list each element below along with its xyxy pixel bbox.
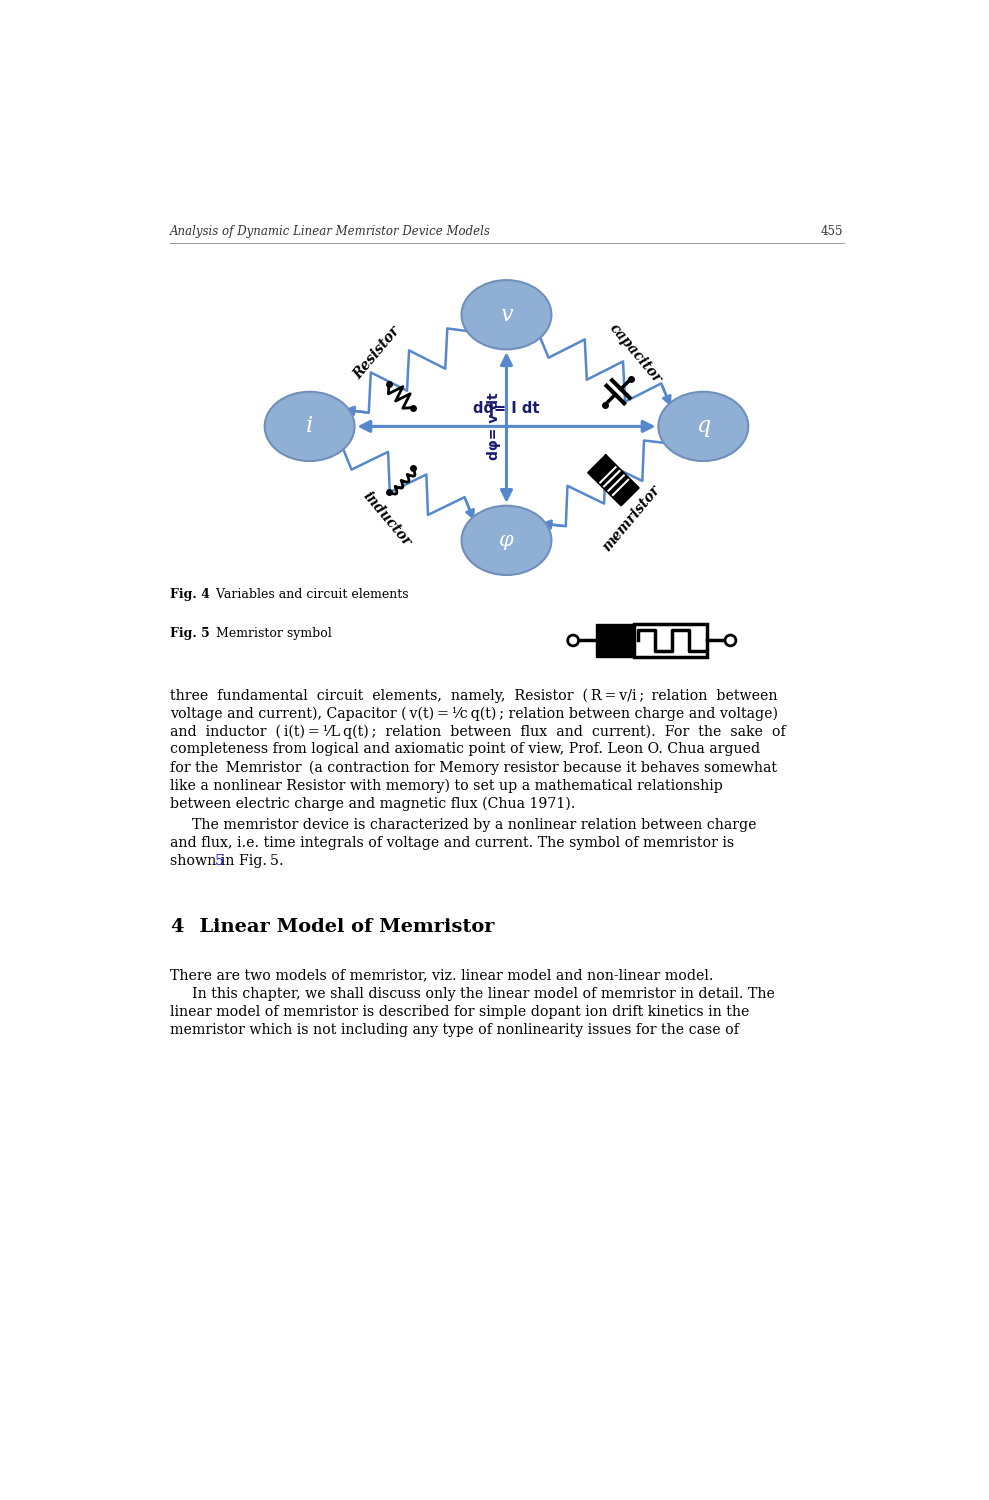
- Text: φ: φ: [499, 531, 514, 550]
- Text: and flux, i.e. time integrals of voltage and current. The symbol of memristor is: and flux, i.e. time integrals of voltage…: [170, 836, 734, 850]
- Bar: [634, 624, 707, 657]
- Text: memristor: memristor: [599, 483, 663, 555]
- Ellipse shape: [462, 280, 552, 350]
- Text: Fig. 4: Fig. 4: [170, 588, 210, 602]
- Ellipse shape: [265, 392, 355, 460]
- Circle shape: [725, 634, 736, 646]
- Text: 455: 455: [821, 225, 844, 237]
- Text: dq= I dt: dq= I dt: [473, 402, 540, 417]
- Text: and  inductor  ( i(t) = ¹⁄⁣L q(t) ;  relation  between  flux  and  current).  Fo: and inductor ( i(t) = ¹⁄⁣L q(t) ; relati…: [170, 724, 786, 740]
- Text: Analysis of Dynamic Linear Memristor Device Models: Analysis of Dynamic Linear Memristor Dev…: [170, 225, 491, 237]
- Text: Memristor symbol: Memristor symbol: [208, 627, 332, 639]
- Ellipse shape: [462, 506, 552, 574]
- Bar: [596, 624, 634, 657]
- Circle shape: [568, 634, 579, 646]
- Text: There are two models of memristor, viz. linear model and non-linear model.: There are two models of memristor, viz. …: [170, 969, 714, 982]
- Text: In this chapter, we shall discuss only the linear model of memristor in detail. : In this chapter, we shall discuss only t…: [192, 987, 774, 1000]
- Ellipse shape: [659, 392, 749, 460]
- Text: v: v: [500, 303, 512, 326]
- Text: 5: 5: [215, 853, 224, 868]
- Text: like a nonlinear Resistor with memory) to set up a mathematical relationship: like a nonlinear Resistor with memory) t…: [170, 778, 723, 794]
- Text: The memristor device is characterized by a nonlinear relation between charge: The memristor device is characterized by…: [192, 818, 757, 833]
- Text: completeness from logical and axiomatic point of view, Prof. Leon O. Chua argued: completeness from logical and axiomatic …: [170, 742, 761, 756]
- Text: capacitor: capacitor: [606, 321, 664, 386]
- Text: q: q: [696, 416, 710, 438]
- Text: inductor: inductor: [360, 489, 414, 549]
- Text: Linear Model of Memristor: Linear Model of Memristor: [186, 918, 494, 936]
- Text: linear model of memristor is described for simple dopant ion drift kinetics in t: linear model of memristor is described f…: [170, 1005, 750, 1019]
- Text: dφ= v dt: dφ= v dt: [487, 393, 501, 460]
- Text: memristor which is not including any type of nonlinearity issues for the case of: memristor which is not including any typ…: [170, 1023, 739, 1036]
- Text: three  fundamental  circuit  elements,  namely,  Resistor  ( R = v/i ;  relation: three fundamental circuit elements, name…: [170, 688, 777, 702]
- Text: voltage and current), Capacitor ( v(t) = ¹⁄⁣c q(t) ; relation between charge and: voltage and current), Capacitor ( v(t) =…: [170, 706, 778, 720]
- Text: i: i: [306, 416, 314, 438]
- Text: Fig. 5: Fig. 5: [170, 627, 210, 639]
- Text: between electric charge and magnetic flux (Chua 1971).: between electric charge and magnetic flu…: [170, 796, 576, 812]
- Text: 4: 4: [170, 918, 184, 936]
- Text: shown in Fig. 5.: shown in Fig. 5.: [170, 853, 284, 868]
- Polygon shape: [588, 456, 639, 506]
- Text: Variables and circuit elements: Variables and circuit elements: [208, 588, 408, 602]
- Text: Resistor: Resistor: [351, 324, 403, 382]
- Text: for the  Memristor  (a contraction for Memory resistor because it behaves somewh: for the Memristor (a contraction for Mem…: [170, 760, 777, 776]
